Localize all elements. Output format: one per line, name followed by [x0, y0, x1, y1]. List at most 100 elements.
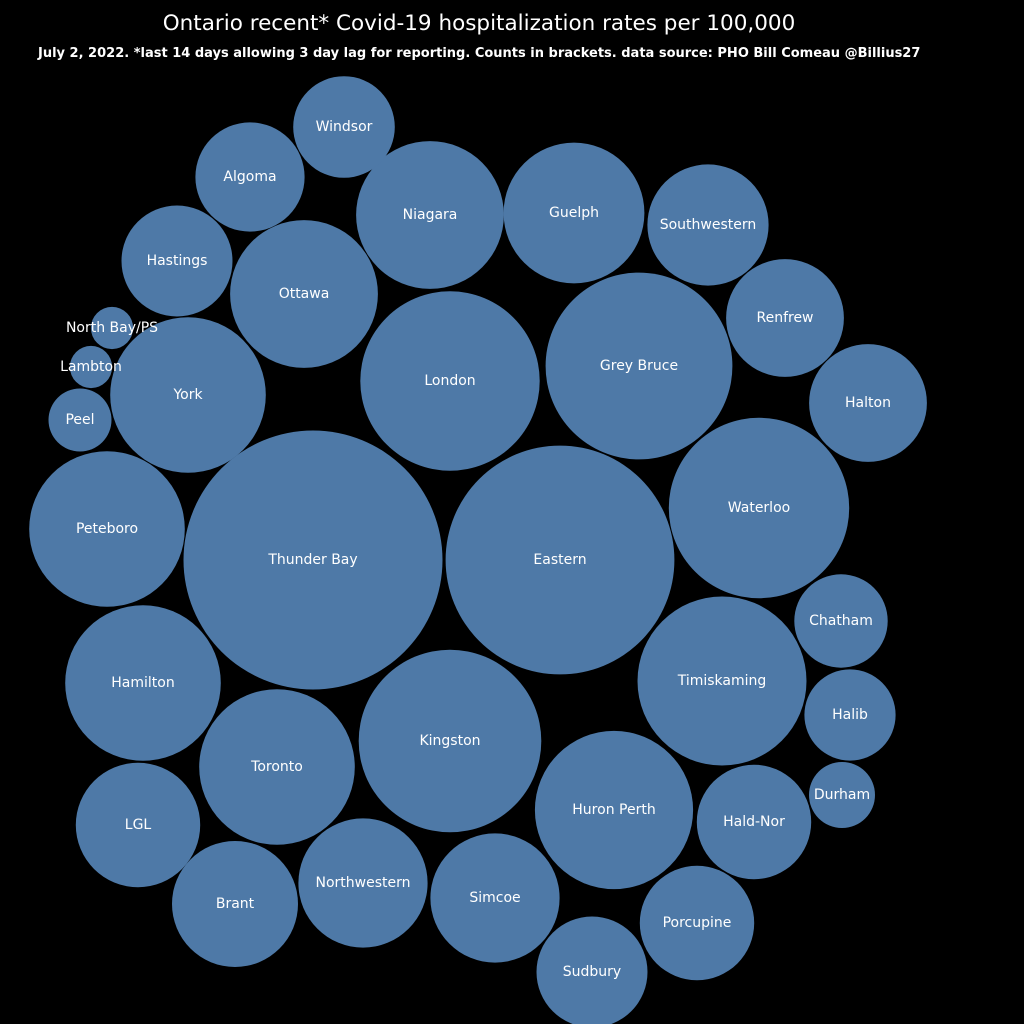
- bubble-label-peteboro: Peteboro: [76, 521, 138, 537]
- bubble-mark-halton[interactable]: [809, 344, 927, 462]
- bubble-guelph[interactable]: Guelph: [503, 142, 645, 284]
- bubble-mark-peel[interactable]: [48, 388, 112, 452]
- bubble-label-london: London: [424, 373, 475, 389]
- bubble-label-guelph: Guelph: [549, 205, 599, 221]
- bubble-label-grey-bruce: Grey Bruce: [600, 358, 678, 374]
- bubble-durham[interactable]: Durham: [809, 762, 875, 828]
- bubble-mark-york[interactable]: [110, 317, 266, 473]
- bubble-mark-hald-nor[interactable]: [696, 764, 812, 880]
- bubble-chatham[interactable]: Chatham: [794, 574, 888, 668]
- bubble-simcoe[interactable]: Simcoe: [430, 833, 560, 963]
- bubble-label-hastings: Hastings: [147, 253, 208, 269]
- bubble-toronto[interactable]: Toronto: [199, 689, 355, 845]
- bubble-mark-eastern[interactable]: [445, 445, 675, 675]
- bubble-halton[interactable]: Halton: [809, 344, 927, 462]
- bubble-lambton[interactable]: Lambton: [60, 345, 122, 389]
- bubble-mark-lambton[interactable]: [69, 345, 113, 389]
- bubble-label-southwestern: Southwestern: [660, 217, 757, 233]
- bubble-halib[interactable]: Halib: [804, 669, 896, 761]
- bubble-label-algoma: Algoma: [223, 169, 276, 185]
- bubble-timiskaming[interactable]: Timiskaming: [637, 596, 807, 766]
- bubble-mark-niagara[interactable]: [356, 141, 504, 289]
- bubble-york[interactable]: York: [110, 317, 266, 473]
- chart-subtitle: July 2, 2022. *last 14 days allowing 3 d…: [38, 46, 921, 61]
- bubble-mark-halib[interactable]: [804, 669, 896, 761]
- bubble-lgl[interactable]: LGL: [75, 762, 201, 888]
- bubble-renfrew[interactable]: Renfrew: [726, 259, 844, 377]
- bubble-hastings[interactable]: Hastings: [121, 205, 233, 317]
- bubble-mark-waterloo[interactable]: [668, 417, 850, 599]
- bubble-label-lambton: Lambton: [60, 359, 122, 375]
- chart-title: Ontario recent* Covid-19 hospitalization…: [162, 11, 796, 36]
- bubble-mark-chatham[interactable]: [794, 574, 888, 668]
- bubble-mark-kingston[interactable]: [358, 649, 542, 833]
- bubble-mark-hamilton[interactable]: [65, 605, 221, 761]
- bubble-kingston[interactable]: Kingston: [358, 649, 542, 833]
- bubble-peel[interactable]: Peel: [48, 388, 112, 452]
- bubble-waterloo[interactable]: Waterloo: [668, 417, 850, 599]
- bubble-label-sudbury: Sudbury: [563, 964, 621, 980]
- bubble-mark-peteboro[interactable]: [29, 451, 185, 607]
- bubble-mark-toronto[interactable]: [199, 689, 355, 845]
- bubble-label-thunder-bay: Thunder Bay: [267, 552, 357, 568]
- bubble-sudbury[interactable]: Sudbury: [536, 916, 648, 1024]
- bubble-niagara[interactable]: Niagara: [356, 141, 504, 289]
- bubble-mark-london[interactable]: [360, 291, 540, 471]
- bubble-mark-sudbury[interactable]: [536, 916, 648, 1024]
- bubble-mark-hastings[interactable]: [121, 205, 233, 317]
- bubble-hald-nor[interactable]: Hald-Nor: [696, 764, 812, 880]
- bubble-mark-thunder-bay[interactable]: [183, 430, 443, 690]
- bubble-ottawa[interactable]: Ottawa: [230, 220, 378, 368]
- bubble-label-hald-nor: Hald-Nor: [723, 814, 785, 830]
- bubble-mark-algoma[interactable]: [195, 122, 305, 232]
- bubble-label-waterloo: Waterloo: [728, 500, 790, 516]
- bubble-label-eastern: Eastern: [533, 552, 586, 568]
- bubble-mark-timiskaming[interactable]: [637, 596, 807, 766]
- bubble-mark-brant[interactable]: [172, 841, 298, 967]
- bubble-mark-porcupine[interactable]: [639, 865, 755, 981]
- bubble-thunder-bay[interactable]: Thunder Bay: [183, 430, 443, 690]
- bubble-grey-bruce[interactable]: Grey Bruce: [545, 272, 733, 460]
- bubble-label-simcoe: Simcoe: [469, 890, 520, 906]
- bubble-label-windsor: Windsor: [316, 119, 373, 135]
- bubble-label-porcupine: Porcupine: [663, 915, 732, 931]
- bubble-mark-simcoe[interactable]: [430, 833, 560, 963]
- bubble-southwestern[interactable]: Southwestern: [647, 164, 769, 286]
- bubble-label-north-bay-ps: North Bay/PS: [66, 320, 158, 336]
- bubble-northwestern[interactable]: Northwestern: [298, 818, 428, 948]
- bubble-mark-durham[interactable]: [809, 762, 875, 828]
- bubble-mark-windsor[interactable]: [293, 76, 395, 178]
- bubble-label-hamilton: Hamilton: [111, 675, 174, 691]
- bubble-london[interactable]: London: [360, 291, 540, 471]
- bubble-porcupine[interactable]: Porcupine: [639, 865, 755, 981]
- bubble-huron-perth[interactable]: Huron Perth: [534, 730, 694, 890]
- bubble-label-halton: Halton: [845, 395, 891, 411]
- bubble-label-lgl: LGL: [125, 817, 152, 833]
- chart-header: Ontario recent* Covid-19 hospitalization…: [0, 0, 1024, 70]
- bubble-mark-renfrew[interactable]: [726, 259, 844, 377]
- bubble-mark-huron-perth[interactable]: [534, 730, 694, 890]
- bubble-mark-ottawa[interactable]: [230, 220, 378, 368]
- bubble-label-kingston: Kingston: [419, 733, 480, 749]
- bubble-label-brant: Brant: [216, 896, 255, 912]
- bubble-mark-guelph[interactable]: [503, 142, 645, 284]
- bubble-brant[interactable]: Brant: [172, 841, 298, 967]
- bubble-label-timiskaming: Timiskaming: [677, 673, 767, 689]
- bubble-windsor[interactable]: Windsor: [293, 76, 395, 178]
- bubble-hamilton[interactable]: Hamilton: [65, 605, 221, 761]
- bubble-label-ottawa: Ottawa: [279, 286, 330, 302]
- bubble-label-durham: Durham: [814, 787, 870, 803]
- bubble-mark-grey-bruce[interactable]: [545, 272, 733, 460]
- bubble-mark-north-bay-ps[interactable]: [90, 306, 134, 350]
- bubble-mark-lgl[interactable]: [75, 762, 201, 888]
- bubble-algoma[interactable]: Algoma: [195, 122, 305, 232]
- bubble-peteboro[interactable]: Peteboro: [29, 451, 185, 607]
- bubble-label-northwestern: Northwestern: [316, 875, 411, 891]
- bubble-north-bay-ps[interactable]: North Bay/PS: [66, 306, 158, 350]
- bubble-mark-southwestern[interactable]: [647, 164, 769, 286]
- bubble-mark-northwestern[interactable]: [298, 818, 428, 948]
- bubble-label-toronto: Toronto: [250, 759, 303, 775]
- bubble-label-york: York: [172, 387, 203, 403]
- bubble-eastern[interactable]: Eastern: [445, 445, 675, 675]
